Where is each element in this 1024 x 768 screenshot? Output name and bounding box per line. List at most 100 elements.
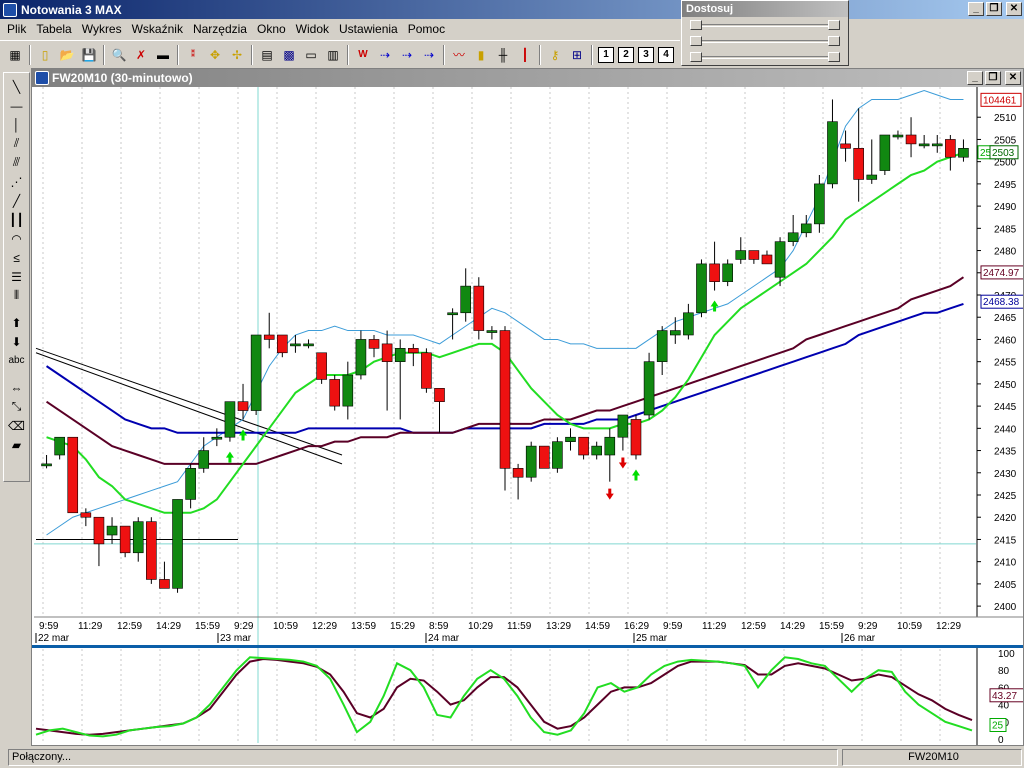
line-chart-icon[interactable]: 〰 <box>452 48 465 62</box>
trendline-icon[interactable]: ╲ <box>12 79 21 94</box>
arrow-dotted-icon[interactable]: ⇢ <box>401 47 413 62</box>
slider-1[interactable] <box>686 18 844 33</box>
arrow-right-icon[interactable]: ⇢ <box>379 47 391 62</box>
color-palette-icon[interactable]: ▩ <box>283 47 295 62</box>
ray-icon[interactable]: ╱ <box>12 193 21 208</box>
candle-body <box>368 339 380 349</box>
candle-body <box>840 143 851 149</box>
cross-out-icon[interactable]: ✗ <box>135 47 147 62</box>
page-button-4[interactable]: 4 <box>658 46 674 63</box>
menu-narzedzia[interactable]: Narzędzia <box>192 21 247 36</box>
ohlc-icon[interactable]: ╫ <box>498 47 508 62</box>
price-axis-tick-label: 2480 <box>994 247 1017 258</box>
time-zones-icon[interactable]: ⦀ <box>13 288 20 302</box>
price-axis-tick-label: 2400 <box>994 602 1017 613</box>
menu-okno[interactable]: Okno <box>256 21 286 36</box>
slider-2[interactable] <box>686 34 844 49</box>
time-axis-label: 9:59 <box>39 621 59 632</box>
arrow-up-icon[interactable]: ⬆ <box>11 315 22 330</box>
price-axis-tick-label: 2415 <box>994 535 1017 546</box>
price-axis-tick-label: 2490 <box>994 202 1017 213</box>
arcs-icon[interactable]: ◠ <box>11 231 22 246</box>
buy-signal-arrow <box>710 300 719 312</box>
page-button-1[interactable]: 1 <box>598 46 614 63</box>
chart-maximize-button[interactable]: ❐ <box>985 71 1001 85</box>
key-icon[interactable]: ⚷ <box>550 47 560 62</box>
candle-body <box>486 330 498 333</box>
window-icon[interactable]: ▭ <box>305 47 317 62</box>
minimize-button[interactable]: _ <box>968 2 984 16</box>
candle-body <box>748 250 760 260</box>
page-button-2[interactable]: 2 <box>618 46 634 63</box>
pane-separator <box>32 645 1023 648</box>
parallel-lines-icon[interactable]: ⫻ <box>12 155 21 169</box>
candle-body <box>958 148 969 158</box>
grid-icon[interactable]: ▦ <box>9 47 21 62</box>
candle-body <box>761 254 773 265</box>
settings-icon[interactable]: ▥ <box>327 47 339 62</box>
candle-body <box>814 183 825 225</box>
chart-close-button[interactable]: ✕ <box>1005 71 1021 85</box>
time-axis-label: 9:29 <box>234 621 254 632</box>
candle-body <box>604 436 616 456</box>
diagonal-resize-icon[interactable]: ⤡ <box>11 399 22 413</box>
move-icon[interactable]: ✥ <box>209 47 221 62</box>
candle-body <box>473 285 485 331</box>
candle-body <box>41 463 52 467</box>
price-label: 2474.97 <box>983 268 1020 279</box>
menu-plik[interactable]: Plik <box>7 21 27 36</box>
candle-body <box>211 436 223 440</box>
fibonacci-retracement-icon[interactable]: ☰ <box>11 269 22 284</box>
measure-icon[interactable]: ✢ <box>231 47 243 62</box>
fibonacci-fan-icon[interactable]: ≤ <box>13 250 20 265</box>
candle-body <box>499 330 511 469</box>
app-icon <box>3 2 17 17</box>
candle-body <box>879 134 891 171</box>
magnify-chart-icon[interactable]: ⊞ <box>571 47 583 62</box>
channel-icon[interactable]: ⫽ <box>13 136 20 150</box>
new-file-icon[interactable]: ▯ <box>41 47 49 62</box>
menu-wykres[interactable]: Wykres <box>81 21 122 36</box>
bar-chart-icon[interactable]: ▮ <box>477 47 485 62</box>
maximize-button[interactable]: ❐ <box>986 2 1002 16</box>
horizontal-line-icon[interactable]: — <box>10 98 23 113</box>
fan-lines-icon[interactable]: ⋰ <box>10 174 23 189</box>
wl-icon[interactable]: W <box>358 49 368 60</box>
arrow-down-icon[interactable]: ⬇ <box>11 334 22 349</box>
price-label: 25 <box>980 148 992 159</box>
candle-body <box>277 334 288 354</box>
eraser-all-icon[interactable]: ▰ <box>11 437 22 452</box>
eraser-icon[interactable]: ⌫ <box>8 418 25 433</box>
text-tool-icon[interactable]: abc <box>8 355 25 366</box>
price-chart[interactable]: 2510250525002495249024852480247524702465… <box>32 87 1023 745</box>
layout-table-icon[interactable]: ▤ <box>261 47 273 62</box>
vertical-lines-icon[interactable]: ┃┃ <box>9 212 24 227</box>
page-button-3[interactable]: 3 <box>638 46 654 63</box>
price-axis-tick-label: 2445 <box>994 402 1017 413</box>
close-button[interactable]: ✕ <box>1006 2 1022 16</box>
trend-line-2 <box>35 352 343 465</box>
trend-line-1 <box>35 347 343 456</box>
horizontal-resize-icon[interactable]: ⇔ <box>10 380 23 395</box>
slider-3[interactable] <box>686 50 844 65</box>
candle-body <box>643 361 655 416</box>
ruler-icon[interactable]: ▬ <box>157 47 169 62</box>
zoom-icon[interactable]: 🔍 <box>111 47 127 62</box>
arrow-dashed-icon[interactable]: ⇢ <box>423 47 435 62</box>
candle-body <box>866 174 878 180</box>
save-icon[interactable]: 💾 <box>81 47 97 62</box>
time-axis-label: 15:59 <box>195 621 220 632</box>
candle-red-icon[interactable]: ┃ <box>521 47 529 62</box>
open-folder-icon[interactable]: 📂 <box>59 47 75 62</box>
menu-wskaznik[interactable]: Wskaźnik <box>131 21 183 36</box>
price-axis-tick-label: 2435 <box>994 447 1017 458</box>
time-axis-label: 12:29 <box>936 621 961 632</box>
menu-tabela[interactable]: Tabela <box>36 21 72 36</box>
menu-ustawienia[interactable]: Ustawienia <box>339 21 398 36</box>
chart-minimize-button[interactable]: _ <box>967 71 983 85</box>
price-axis-tick-label: 2510 <box>994 113 1017 124</box>
price-dot-icon[interactable]: ⁑ <box>190 49 196 59</box>
menu-widok[interactable]: Widok <box>295 21 330 36</box>
vertical-line-icon[interactable]: │ <box>12 117 21 132</box>
menu-pomoc[interactable]: Pomoc <box>407 21 446 36</box>
